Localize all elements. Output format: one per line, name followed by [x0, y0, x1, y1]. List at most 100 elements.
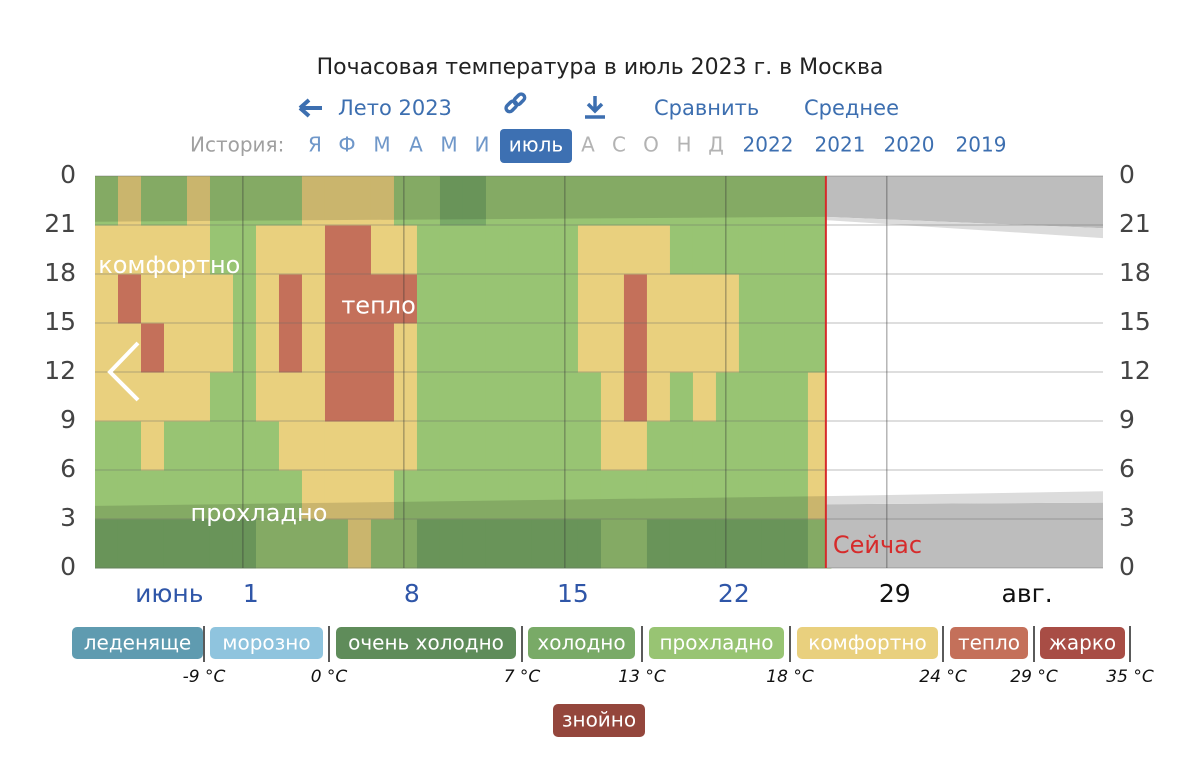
- heat-cell: [370, 323, 395, 373]
- legend-label: комфортно: [808, 631, 926, 655]
- heat-cell: [301, 323, 326, 373]
- heatmap: [95, 176, 832, 569]
- threshold-label: 35 °C: [1106, 667, 1154, 687]
- heat-cell: [784, 225, 809, 275]
- heat-cell: [117, 372, 142, 422]
- month-link[interactable]: Я: [308, 133, 322, 157]
- heat-cell: [715, 176, 740, 226]
- y-tick-label: 18: [44, 258, 76, 287]
- heat-cell: [301, 470, 326, 520]
- heat-cell: [140, 519, 165, 569]
- heat-cell: [577, 274, 602, 324]
- heat-cell: [95, 470, 119, 520]
- selected-month[interactable]: июль: [509, 133, 563, 157]
- download-icon[interactable]: [585, 96, 605, 119]
- month-link[interactable]: М: [373, 133, 390, 157]
- heat-cell: [117, 421, 142, 471]
- heat-cell: [278, 519, 303, 569]
- heat-cell: [117, 274, 142, 324]
- legend-swatch: [336, 627, 516, 659]
- heat-cell: [692, 421, 717, 471]
- heat-cell: [347, 421, 372, 471]
- heat-cell: [600, 470, 625, 520]
- heat-cell: [738, 225, 763, 275]
- heat-cell: [301, 372, 326, 422]
- month-link[interactable]: А: [409, 133, 423, 157]
- heat-cell: [232, 372, 257, 422]
- history-label: История:: [190, 133, 284, 157]
- month-link[interactable]: Д: [708, 133, 724, 157]
- y-tick-label: 9: [60, 405, 76, 434]
- heat-cell: [278, 372, 303, 422]
- heat-cell: [393, 470, 418, 520]
- back-arrow-icon[interactable]: [298, 98, 322, 118]
- heat-cell: [485, 470, 510, 520]
- legend-swatch: [797, 627, 938, 659]
- legend-swatch: [649, 627, 784, 659]
- heat-cell: [531, 225, 556, 275]
- heat-cell: [324, 176, 349, 226]
- heat-cell: [577, 372, 602, 422]
- heat-cell: [784, 323, 809, 373]
- threshold-label: 13 °C: [618, 667, 666, 687]
- future-night: [825, 502, 1103, 568]
- compare-link[interactable]: Сравнить: [654, 96, 759, 120]
- heat-cell: [738, 323, 763, 373]
- heat-cell: [462, 372, 487, 422]
- month-link[interactable]: О: [643, 133, 659, 157]
- y-tick-label-right: 6: [1119, 454, 1135, 483]
- link-icon[interactable]: [504, 92, 527, 114]
- heat-cell: [370, 225, 395, 275]
- heat-cell: [163, 519, 188, 569]
- heat-cell: [577, 519, 602, 569]
- heat-cell: [577, 176, 602, 226]
- month-link[interactable]: И: [475, 133, 490, 157]
- heat-cell: [186, 372, 211, 422]
- heat-cell: [117, 323, 142, 373]
- heat-cell: [278, 421, 303, 471]
- month-link[interactable]: А: [581, 133, 595, 157]
- year-link[interactable]: 2019: [956, 133, 1007, 157]
- y-tick-label-right: 0: [1119, 160, 1135, 189]
- heat-cell: [439, 372, 464, 422]
- heat-cell: [508, 176, 533, 226]
- year-link[interactable]: 2020: [884, 133, 935, 157]
- heat-cell: [531, 176, 556, 226]
- heat-cell: [393, 421, 418, 471]
- heat-cell: [738, 372, 763, 422]
- month-link[interactable]: Ф: [338, 133, 355, 157]
- title: Почасовая температура в июль 2023 г. в М…: [317, 55, 884, 80]
- heat-cell: [95, 519, 119, 569]
- x-tick-label: 22: [718, 579, 750, 608]
- month-link[interactable]: С: [612, 133, 626, 157]
- average-link[interactable]: Среднее: [804, 96, 899, 120]
- heat-cell: [646, 225, 671, 275]
- heat-cell: [324, 372, 349, 422]
- annotation: комфортно: [98, 251, 240, 279]
- prev-arrow[interactable]: [107, 341, 140, 402]
- heat-cell: [232, 421, 257, 471]
- heat-cell: [324, 274, 349, 324]
- year-link[interactable]: 2021: [815, 133, 866, 157]
- heat-cell: [324, 470, 349, 520]
- back-link[interactable]: Лето 2023: [338, 96, 452, 120]
- legend-label: холодно: [537, 631, 625, 655]
- heat-cell: [600, 421, 625, 471]
- legend-label: морозно: [222, 631, 310, 655]
- heat-cell: [186, 421, 211, 471]
- month-link[interactable]: М: [440, 133, 457, 157]
- heat-cell: [531, 519, 556, 569]
- heat-cell: [439, 274, 464, 324]
- heat-cell: [577, 225, 602, 275]
- heat-cell: [347, 470, 372, 520]
- heat-cell: [600, 274, 625, 324]
- heat-cell: [761, 225, 786, 275]
- heat-cell: [508, 372, 533, 422]
- heat-cell: [462, 519, 487, 569]
- year-link[interactable]: 2022: [743, 133, 794, 157]
- heat-cell: [255, 176, 280, 226]
- heat-cell: [324, 225, 349, 275]
- month-link[interactable]: Н: [676, 133, 691, 157]
- heat-cell: [715, 470, 740, 520]
- threshold-label: 7 °C: [504, 667, 541, 687]
